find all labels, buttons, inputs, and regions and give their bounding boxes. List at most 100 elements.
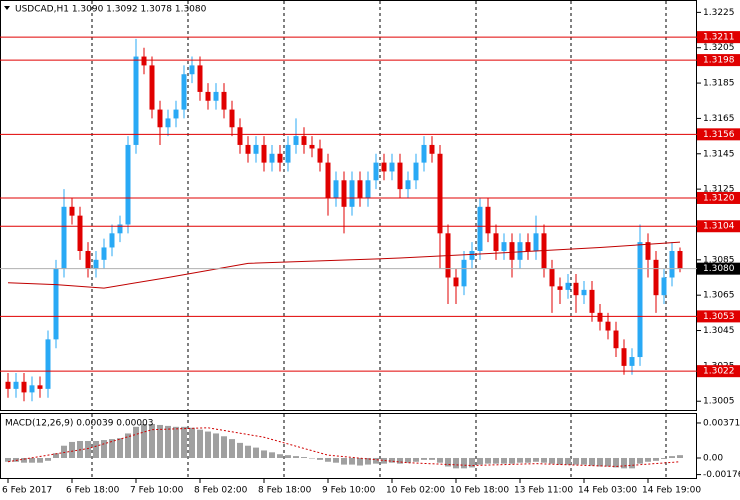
macd-bar xyxy=(181,426,187,458)
macd-bar xyxy=(381,457,387,464)
menu-arrow[interactable] xyxy=(4,6,10,10)
candle-body xyxy=(381,162,387,172)
macd-bar xyxy=(205,431,211,458)
macd-bar xyxy=(573,457,579,465)
macd-bar xyxy=(421,457,427,460)
candle-body xyxy=(189,65,195,75)
x-tick-label: 14 Feb 19:00 xyxy=(642,486,701,496)
macd-bar xyxy=(149,424,155,458)
macd-bar xyxy=(541,457,547,463)
candle-body xyxy=(405,180,411,190)
macd-bar xyxy=(517,457,523,463)
macd-bar xyxy=(565,457,571,465)
candle-body xyxy=(325,162,331,198)
macd-bar xyxy=(365,457,371,465)
macd-bar xyxy=(637,457,643,464)
candle-body xyxy=(645,242,651,260)
candle-body xyxy=(397,162,403,190)
macd-bar xyxy=(45,457,51,461)
macd-bar xyxy=(141,424,147,458)
macd-bar xyxy=(437,457,443,463)
candle-body xyxy=(565,282,571,290)
macd-bar xyxy=(213,433,219,458)
candle-body xyxy=(629,357,635,366)
macd-bar xyxy=(493,457,499,464)
candle-body xyxy=(5,381,11,389)
macd-bar xyxy=(237,442,243,458)
candle-body xyxy=(549,268,555,287)
macd-bar xyxy=(189,427,195,458)
day-separators xyxy=(91,1,667,478)
candle-body xyxy=(13,381,19,389)
x-tick-label: 8 Feb 02:00 xyxy=(194,486,248,496)
candle-body xyxy=(349,180,355,207)
candle-body xyxy=(613,330,619,349)
x-tick-label: 6 Feb 2017 xyxy=(2,486,52,496)
macd-bar xyxy=(389,457,395,463)
current-price-label: 1.3080 xyxy=(703,264,735,274)
macd-bar xyxy=(37,457,43,463)
macd-bar xyxy=(357,457,363,466)
macd-bar xyxy=(349,457,355,465)
candle-body xyxy=(461,259,467,287)
macd-bar xyxy=(197,429,203,458)
macd-bar xyxy=(93,440,99,458)
candle-body xyxy=(573,282,579,296)
candle-body xyxy=(557,286,563,290)
y-tick-label: 1.3225 xyxy=(703,8,735,18)
macd-bar xyxy=(669,456,675,458)
candle-body xyxy=(389,162,395,172)
candle-body xyxy=(205,91,211,101)
candle-body xyxy=(29,385,35,393)
macd-bar xyxy=(5,457,11,462)
y-tick-label: 1.3045 xyxy=(703,326,735,336)
y-tick-label: 1.3145 xyxy=(703,149,735,159)
level-label: 1.3211 xyxy=(703,33,735,43)
macd-bar xyxy=(485,457,491,464)
candle-body xyxy=(597,312,603,322)
candle-body xyxy=(525,242,531,251)
macd-bar xyxy=(613,457,619,468)
level-label-box xyxy=(697,54,740,67)
macd-bar xyxy=(373,457,379,464)
y-tick-label: 1.3005 xyxy=(703,397,735,407)
y-tick-label: 1.3065 xyxy=(703,291,735,301)
moving-average xyxy=(7,241,681,289)
candle-body xyxy=(21,381,27,393)
y-tick-label: 1.3085 xyxy=(703,255,735,265)
level-label-box xyxy=(697,191,740,204)
macd-bar xyxy=(61,445,67,458)
y-tick-label: 0.00 xyxy=(703,453,723,463)
macd-bar xyxy=(677,455,683,458)
level-label-box xyxy=(697,31,740,44)
signal-line xyxy=(7,427,681,467)
macd-bar xyxy=(605,457,611,467)
macd-bar xyxy=(277,454,283,458)
level-label: 1.3053 xyxy=(703,312,735,322)
macd-bar xyxy=(85,440,91,458)
candle-body xyxy=(677,250,683,269)
x-tick-label: 13 Feb 11:00 xyxy=(514,486,573,496)
candle-body xyxy=(245,144,251,154)
candle-body xyxy=(61,206,67,269)
candle-body xyxy=(277,153,283,163)
candle-body xyxy=(309,144,315,149)
candle-body xyxy=(333,180,339,198)
macd-bar xyxy=(453,457,459,469)
price-panel-border xyxy=(0,0,697,411)
macd-bar xyxy=(285,455,291,458)
candle-body xyxy=(53,268,59,340)
x-tick-label: 10 Feb 02:00 xyxy=(386,486,445,496)
macd-bar xyxy=(333,457,339,463)
candle-body xyxy=(477,206,483,251)
macd-bar xyxy=(597,457,603,467)
candle-body xyxy=(653,259,659,296)
macd-bar xyxy=(509,457,515,464)
macd-bar xyxy=(301,457,307,458)
macd-bar xyxy=(413,457,419,462)
x-tick-label: 8 Feb 18:00 xyxy=(258,486,312,496)
macd-bar xyxy=(21,457,27,463)
y-tick-label: 1.3185 xyxy=(703,79,735,89)
candle-body xyxy=(589,289,595,313)
